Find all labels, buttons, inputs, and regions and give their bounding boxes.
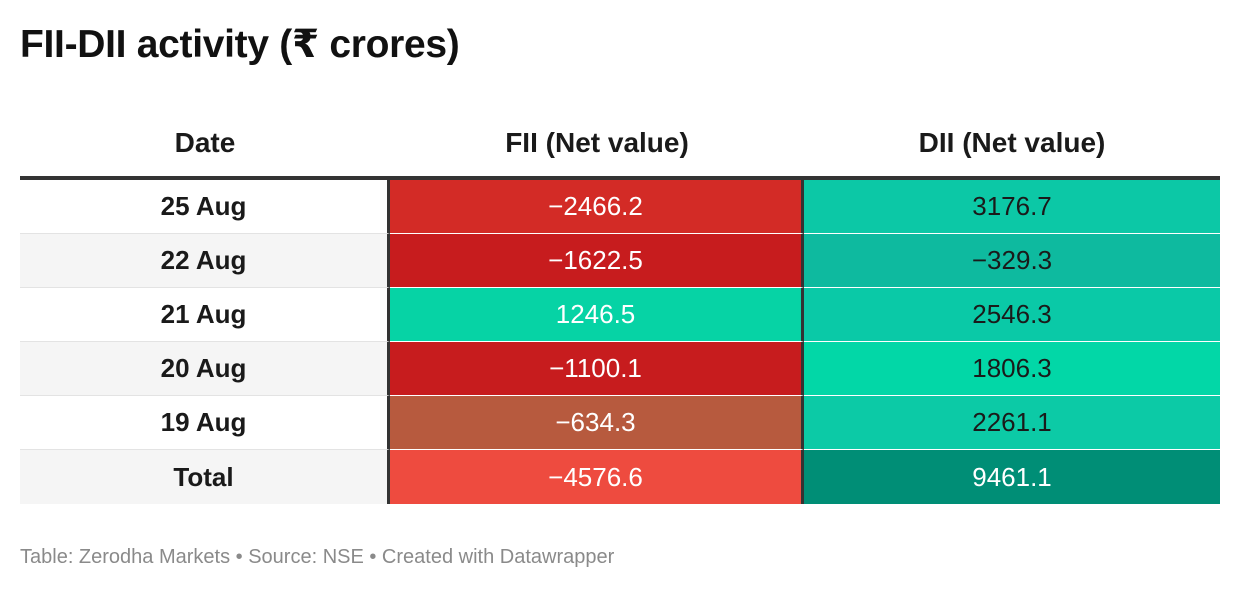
fii-value-cell: −1622.5 xyxy=(390,234,804,288)
fii-value-cell: −1100.1 xyxy=(390,342,804,396)
dii-value-cell: 2546.3 xyxy=(804,288,1220,342)
date-cell: 21 Aug xyxy=(20,288,390,342)
fii-value-cell: 1246.5 xyxy=(390,288,804,342)
date-cell: 20 Aug xyxy=(20,342,390,396)
dii-total-cell: 9461.1 xyxy=(804,450,1220,504)
table-row: 25 Aug −2466.2 3176.7 xyxy=(20,180,1220,234)
dii-value-cell: −329.3 xyxy=(804,234,1220,288)
table-row: 20 Aug −1100.1 1806.3 xyxy=(20,342,1220,396)
date-cell: 22 Aug xyxy=(20,234,390,288)
total-label-cell: Total xyxy=(20,450,390,504)
date-cell: 19 Aug xyxy=(20,396,390,450)
source-footer: Table: Zerodha Markets • Source: NSE • C… xyxy=(20,546,615,568)
column-header-dii: DII (Net value) xyxy=(918,127,1106,158)
fii-value-cell: −2466.2 xyxy=(390,180,804,234)
table-row: 21 Aug 1246.5 2546.3 xyxy=(20,288,1220,342)
chart-title: FII-DII activity (₹ crores) xyxy=(20,23,460,66)
table-row: 19 Aug −634.3 2261.1 xyxy=(20,396,1220,450)
dii-value-cell: 2261.1 xyxy=(804,396,1220,450)
table-header: Date FII (Net value) DII (Net value) xyxy=(20,110,1220,180)
fii-dii-table: Date FII (Net value) DII (Net value) 25 … xyxy=(20,110,1220,504)
column-header-date: Date xyxy=(174,127,236,158)
dii-value-cell: 3176.7 xyxy=(804,180,1220,234)
fii-total-cell: −4576.6 xyxy=(390,450,804,504)
table-row-total: Total −4576.6 9461.1 xyxy=(20,450,1220,504)
table-row: 22 Aug −1622.5 −329.3 xyxy=(20,234,1220,288)
fii-value-cell: −634.3 xyxy=(390,396,804,450)
column-header-fii: FII (Net value) xyxy=(505,127,689,158)
date-cell: 25 Aug xyxy=(20,180,390,234)
dii-value-cell: 1806.3 xyxy=(804,342,1220,396)
